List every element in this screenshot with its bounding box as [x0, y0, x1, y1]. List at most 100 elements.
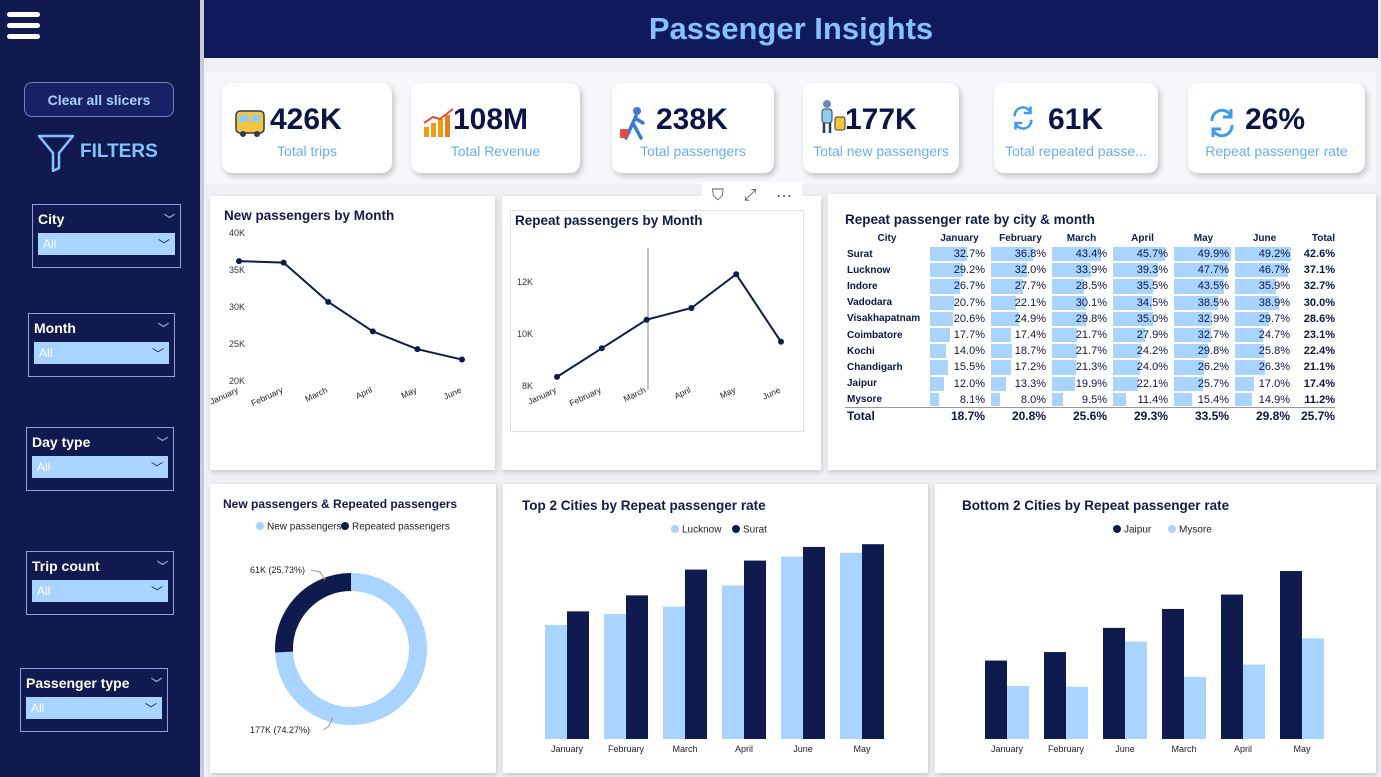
series-line: [556, 272, 782, 378]
rate-value: 26.3%: [1258, 361, 1290, 374]
slicer-title: Trip count: [32, 558, 100, 574]
data-bar: [1174, 392, 1192, 407]
rate-value: 30.1%: [1075, 296, 1107, 309]
data-bar: [991, 279, 1023, 294]
filter-sidebar: Clear all slicers FILTERS City ﹀ All ﹀ Mon…: [0, 0, 200, 777]
table-row[interactable]: Surat 32.7% 36.8% 43.4% 45.7% 49.9% 49.2% 42.6%: [845, 246, 1335, 262]
slicer-city[interactable]: City ﹀ All ﹀: [32, 204, 181, 268]
slicer-trip-count[interactable]: Trip count ﹀ All ﹀: [26, 551, 174, 615]
bar: [985, 660, 1007, 739]
table-row[interactable]: Visakhapatnam 20.6% 24.9% 29.8% 35.0% 32.9% 29…: [845, 311, 1335, 327]
month-dropdown[interactable]: All ﹀: [34, 342, 169, 364]
kpi-total-passengers[interactable]: 238K Total passengers: [612, 83, 774, 173]
city-dropdown[interactable]: All ﹀: [38, 233, 175, 255]
kpi-total-revenue[interactable]: 108M Total Revenue: [411, 83, 580, 173]
rate-value: 17.7%: [953, 329, 985, 342]
more-options-icon[interactable]: ⋯: [776, 188, 793, 205]
kpi-label: Total trips: [277, 143, 337, 159]
kpi-value: 177K: [845, 103, 917, 136]
data-bar: [1052, 327, 1077, 343]
bottom-cities-panel: Bottom 2 Cities by Repeat passenger rate…: [935, 484, 1376, 773]
kpi-repeat-passenger-rate[interactable]: 26% Repeat passenger rate: [1188, 83, 1365, 173]
rate-value: 46.7%: [1258, 264, 1290, 277]
chevron-down-icon: ﹀: [144, 701, 157, 716]
data-bar: [1174, 247, 1231, 262]
repeat-icon: [1210, 108, 1234, 138]
menu-icon[interactable]: [7, 12, 40, 42]
bar: [840, 552, 862, 739]
focus-mode-icon[interactable]: ⤢: [743, 187, 757, 204]
row-total: 42.6%: [1303, 248, 1335, 261]
day-type-dropdown[interactable]: All ﹀: [32, 456, 168, 478]
column-header[interactable]: January: [940, 232, 979, 244]
passenger-type-dropdown[interactable]: All ﹀: [26, 697, 162, 719]
column-header[interactable]: March: [1066, 232, 1097, 244]
rate-value: 26.7%: [953, 280, 985, 293]
top-cities-bar-chart: Lucknow Surat January February March April Jun…: [545, 525, 884, 754]
row-total: 17.4%: [1303, 377, 1335, 390]
rate-value: 25.7%: [1197, 377, 1229, 390]
table-row[interactable]: Lucknow 29.2% 32.0% 33.9% 39.3% 47.7% 46.7% 37.…: [845, 262, 1335, 278]
bar: [1007, 686, 1029, 739]
column-header[interactable]: City: [877, 232, 897, 244]
chevron-down-icon[interactable]: ﹀: [164, 214, 175, 226]
rate-value: 25.8%: [1258, 345, 1290, 358]
table-row[interactable]: Indore 26.7% 27.7% 28.5% 35.5% 43.5% 35.9% 32.7…: [845, 278, 1335, 294]
column-header[interactable]: April: [1131, 232, 1154, 244]
rate-value: 24.7%: [1258, 329, 1290, 342]
chevron-down-icon[interactable]: ﹀: [157, 561, 168, 573]
data-bar: [930, 311, 954, 326]
table-row[interactable]: Mysore 8.1% 8.0% 9.5% 11.4% 15.4% 14.9% 11.2%: [845, 392, 1335, 408]
kpi-total-repeated-passengers[interactable]: 61K Total repeated passe...: [994, 83, 1158, 173]
rate-cell: 24.9%: [990, 311, 1051, 327]
column-header[interactable]: Total: [1311, 232, 1335, 244]
chevron-down-icon[interactable]: ﹀: [157, 437, 168, 449]
clear-slicers-button[interactable]: Clear all slicers: [24, 82, 174, 117]
rate-value: 24.2%: [1136, 345, 1168, 358]
rate-cell: 29.7%: [1234, 311, 1295, 327]
kpi-value: 61K: [1048, 103, 1104, 136]
data-point: [554, 373, 560, 380]
bar: [1280, 571, 1302, 739]
bar: [545, 625, 567, 739]
kpi-total-trips[interactable]: 426K Total trips: [222, 83, 392, 173]
column-header[interactable]: May: [1193, 232, 1214, 244]
trip-count-dropdown[interactable]: All ﹀: [32, 580, 168, 602]
rate-cell: 24.2%: [1112, 343, 1173, 359]
kpi-total-new-passengers[interactable]: 177K Total new passengers: [803, 83, 959, 173]
rate-value: 49.2%: [1258, 248, 1290, 261]
table-row[interactable]: Chandigarh 15.5% 17.2% 21.3% 24.0% 26.2% 26.3%…: [845, 359, 1335, 375]
chevron-down-icon[interactable]: ﹀: [151, 678, 162, 690]
table-row[interactable]: Coimbatore 17.7% 17.4% 21.7% 27.9% 32.7% 24.7%…: [845, 327, 1335, 343]
row-total: 22.4%: [1303, 345, 1335, 358]
x-tick-label: May: [853, 744, 871, 754]
rate-value: 18.7%: [1014, 345, 1046, 358]
slicer-passenger-type[interactable]: Passenger type ﹀ All ﹀: [20, 668, 168, 732]
bar: [1103, 627, 1125, 739]
rate-cell: 36.8%: [990, 246, 1051, 262]
bar: [862, 544, 884, 739]
column-header[interactable]: June: [1252, 232, 1277, 244]
chevron-down-icon[interactable]: ﹀: [158, 323, 169, 335]
rate-cell: 38.5%: [1173, 295, 1234, 311]
table-row[interactable]: Vadodara 20.7% 22.1% 30.1% 34.5% 38.5% 38.9% 30…: [845, 295, 1335, 311]
table-row[interactable]: Kochi 14.0% 18.7% 21.7% 24.2% 29.8% 25.8% 22.4%: [845, 343, 1335, 359]
column-header[interactable]: February: [999, 232, 1042, 244]
x-tick-label: May: [1293, 744, 1311, 754]
rate-cell: 39.3%: [1112, 262, 1173, 278]
kpi-value: 426K: [270, 103, 342, 136]
slicer-month[interactable]: Month ﹀ All ﹀: [28, 313, 175, 377]
x-tick-label: January: [210, 384, 241, 406]
data-bar: [930, 360, 948, 375]
revenue-chart-icon: [423, 108, 454, 137]
rate-cell: 27.7%: [990, 278, 1051, 294]
rate-value: 26.2%: [1197, 361, 1229, 374]
table-row[interactable]: Jaipur 12.0% 13.3% 19.9% 22.1% 25.7% 17.0% 17.4…: [845, 376, 1335, 392]
x-tick-label: March: [672, 744, 697, 754]
city-cell: Chandigarh: [847, 361, 903, 373]
filter-icon[interactable]: ⛉: [711, 187, 724, 204]
rate-value: 39.3%: [1136, 264, 1168, 277]
legend-label: Jaipur: [1124, 525, 1152, 536]
top-cities-panel: Top 2 Cities by Repeat passenger rate Lu…: [503, 484, 928, 773]
slicer-day-type[interactable]: Day type ﹀ All ﹀: [26, 427, 174, 491]
